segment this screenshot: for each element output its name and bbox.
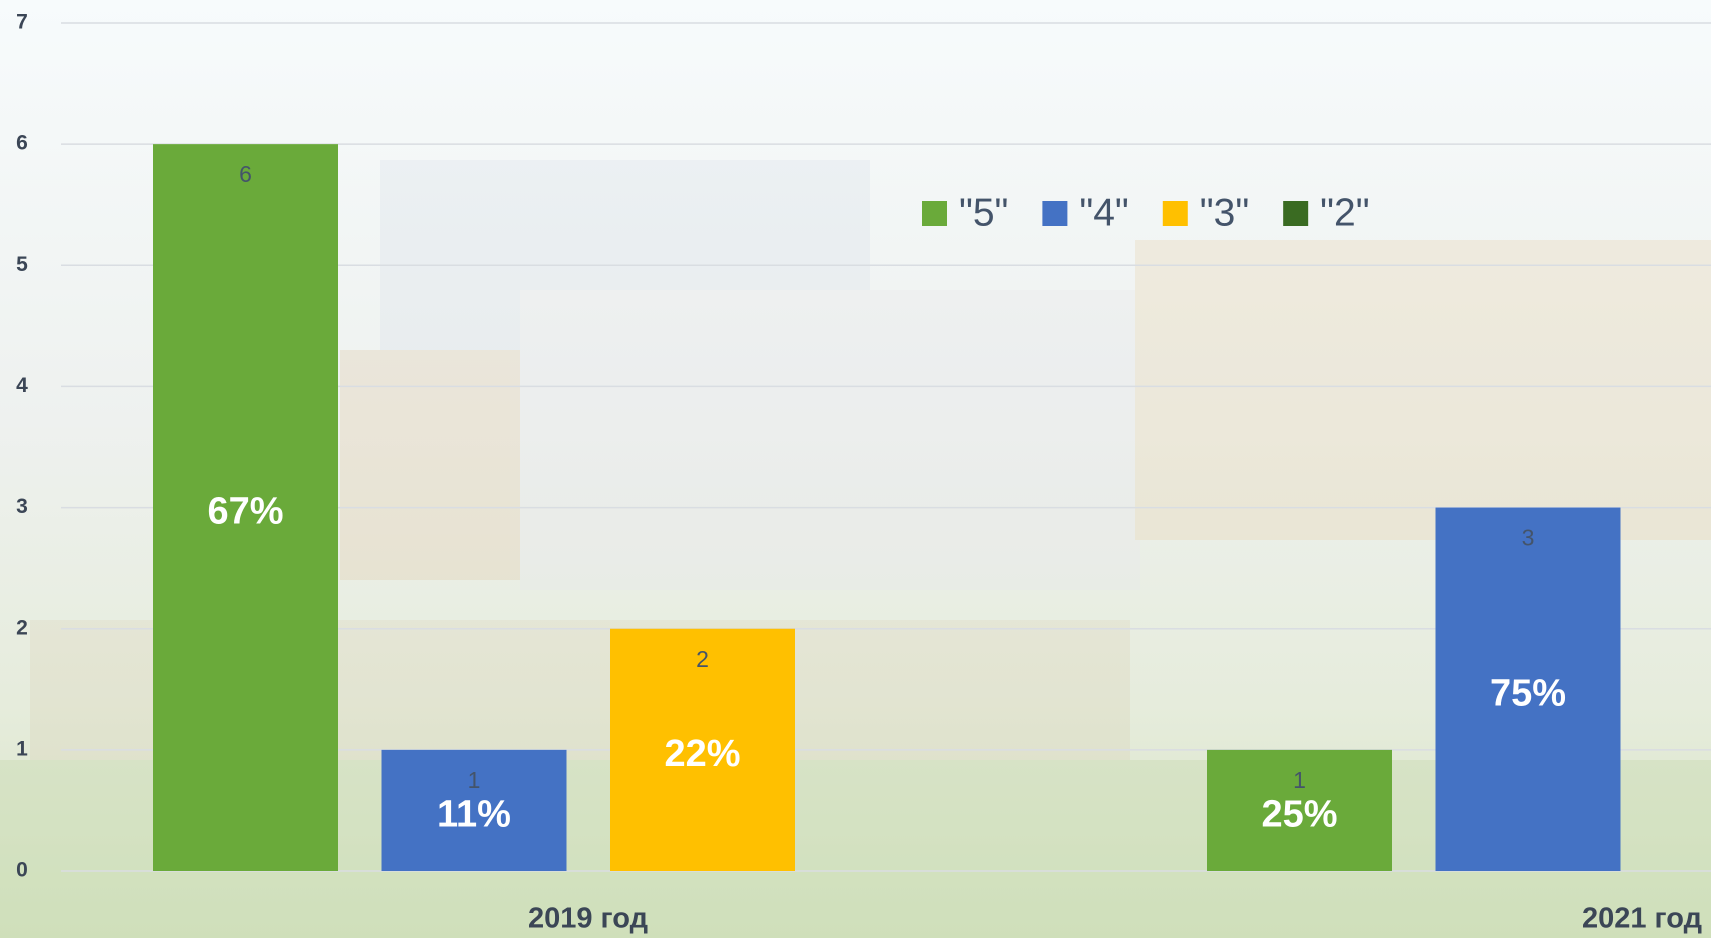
percent-label: 75% xyxy=(1490,672,1566,714)
legend-swatch xyxy=(1283,201,1308,226)
x-tick-label: 2019 год xyxy=(528,903,648,935)
y-tick-label: 3 xyxy=(16,495,28,518)
page: 01234567667%111%222%2019 год125%375%2021… xyxy=(0,0,1711,938)
y-tick-label: 6 xyxy=(16,132,28,155)
x-tick-label: 2021 год xyxy=(1582,903,1702,935)
chart: 01234567667%111%222%2019 год125%375%2021… xyxy=(0,0,1711,938)
percent-label: 25% xyxy=(1261,793,1337,835)
value-label: 2 xyxy=(696,646,709,672)
y-tick-label: 4 xyxy=(16,374,28,397)
y-tick-label: 5 xyxy=(16,253,28,276)
y-tick-label: 2 xyxy=(16,616,28,639)
percent-label: 67% xyxy=(207,491,283,533)
percent-label: 22% xyxy=(664,733,740,775)
percent-label: 11% xyxy=(437,793,511,835)
legend-swatch xyxy=(1163,201,1188,226)
legend-label: "3" xyxy=(1200,191,1249,234)
value-label: 6 xyxy=(239,161,252,187)
legend-label: "4" xyxy=(1079,191,1128,234)
value-label: 1 xyxy=(468,767,481,793)
value-label: 1 xyxy=(1293,767,1306,793)
y-tick-label: 1 xyxy=(16,737,28,760)
legend-swatch xyxy=(922,201,947,226)
y-tick-label: 7 xyxy=(16,11,28,34)
y-tick-label: 0 xyxy=(16,859,28,882)
value-label: 3 xyxy=(1522,525,1535,551)
legend-label: "5" xyxy=(959,191,1008,234)
legend-swatch xyxy=(1042,201,1067,226)
legend-label: "2" xyxy=(1320,191,1369,234)
